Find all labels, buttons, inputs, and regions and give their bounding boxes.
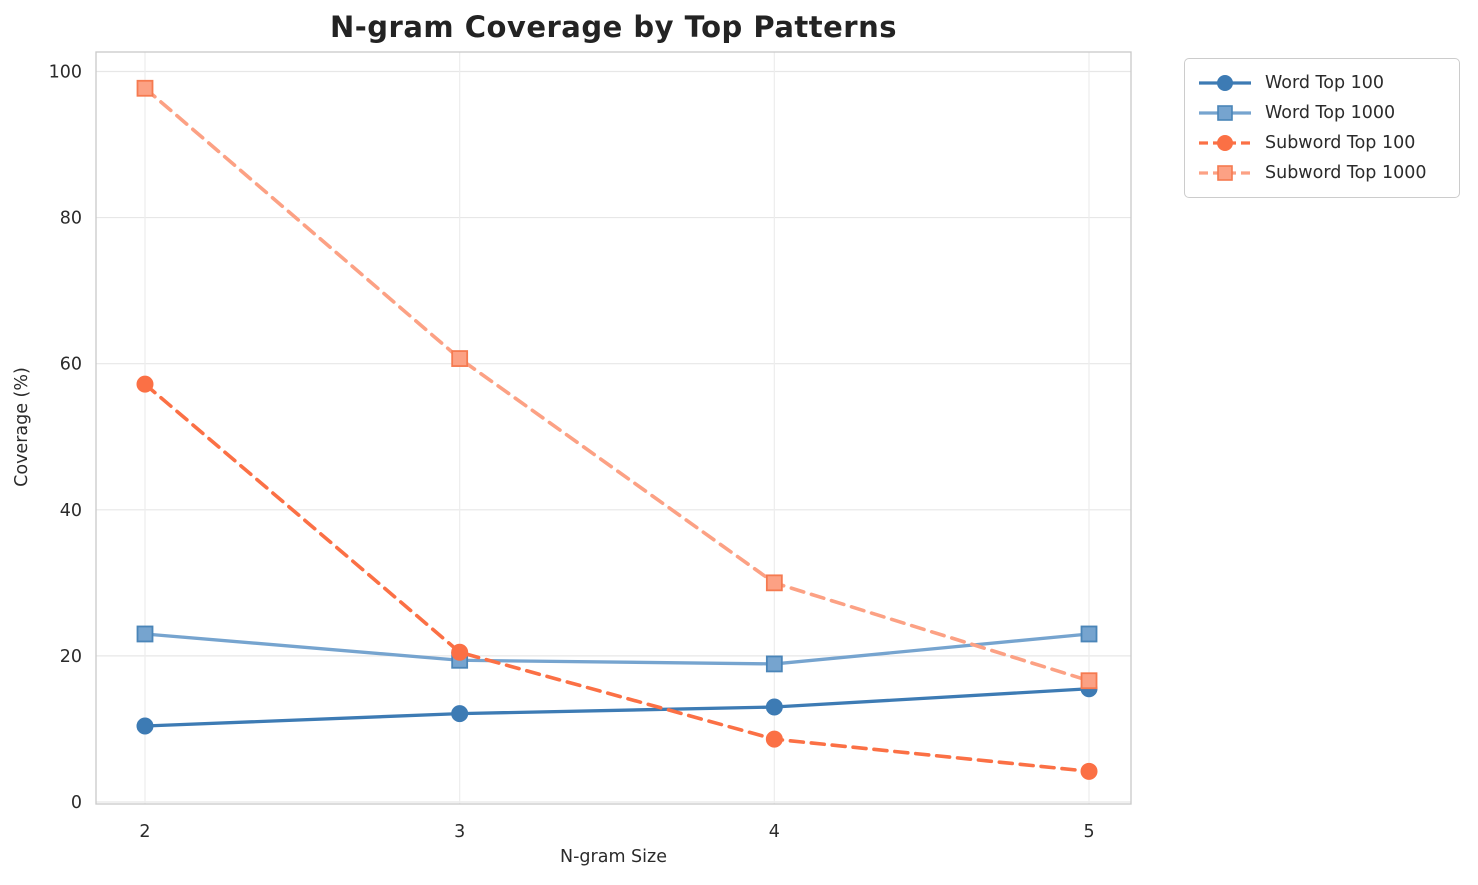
data-point	[765, 730, 783, 748]
legend-item-word-top-100: Word Top 100	[1197, 69, 1447, 97]
series-line-subword-top-100	[143, 382, 1091, 774]
y-tick-label: 0	[71, 793, 82, 813]
data-point	[136, 79, 154, 97]
data-point	[1080, 625, 1098, 643]
data-point	[451, 350, 469, 367]
legend-swatch	[1199, 75, 1251, 91]
data-point	[136, 625, 154, 643]
series-line-subword-top-1000	[143, 86, 1091, 683]
legend-label: Word Top 100	[1265, 73, 1385, 93]
legend-label: Subword Top 100	[1265, 133, 1416, 153]
x-tick-label: 5	[1083, 822, 1094, 842]
legend-swatch	[1199, 165, 1251, 181]
data-point	[136, 375, 154, 393]
data-point	[765, 574, 783, 592]
data-point	[765, 698, 783, 716]
legend-item-word-top-1000: Word Top 1000	[1197, 99, 1447, 127]
y-tick-label: 80	[60, 209, 82, 229]
data-point	[136, 717, 154, 735]
legend-swatch	[1199, 105, 1251, 121]
legend-label: Subword Top 1000	[1265, 163, 1427, 183]
legend: Word Top 100 Word Top 1000 Subword Top 100…	[1184, 58, 1460, 198]
y-tick-label: 60	[60, 355, 82, 375]
y-tick-label: 20	[60, 647, 82, 667]
data-point	[451, 705, 469, 723]
x-tick-label: 2	[139, 822, 150, 842]
data-point	[1080, 762, 1098, 780]
y-tick-label: 40	[60, 501, 82, 521]
x-tick-label: 3	[454, 822, 465, 842]
x-tick-label: 4	[769, 822, 780, 842]
legend-swatch	[1199, 135, 1251, 151]
plot-border	[95, 51, 1132, 805]
y-tick-label: 100	[49, 62, 82, 82]
legend-label: Word Top 1000	[1265, 103, 1396, 123]
data-point	[1080, 672, 1098, 690]
data-point	[765, 655, 783, 673]
x-axis-label: N-gram Size	[560, 847, 667, 867]
legend-item-subword-top-100: Subword Top 100	[1197, 129, 1447, 157]
series-line-word-top-100	[143, 687, 1091, 728]
chart-title: N-gram Coverage by Top Patterns	[329, 10, 898, 44]
legend-item-subword-top-1000: Subword Top 1000	[1197, 159, 1447, 187]
data-point	[451, 643, 469, 661]
series-line-word-top-1000	[143, 632, 1091, 666]
